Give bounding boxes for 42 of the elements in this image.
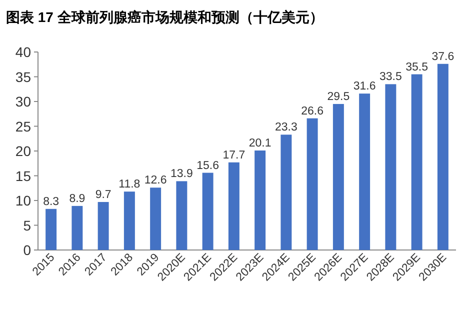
bar xyxy=(306,118,318,250)
bar xyxy=(332,104,344,250)
data-label: 15.6 xyxy=(196,160,220,172)
data-label: 8.9 xyxy=(69,192,86,205)
data-label: 12.6 xyxy=(144,174,167,187)
bar xyxy=(72,206,83,250)
bar xyxy=(228,162,240,250)
bar xyxy=(254,150,266,250)
data-label: 20.1 xyxy=(248,138,272,150)
bar xyxy=(98,202,109,250)
data-label: 13.9 xyxy=(170,168,193,180)
data-label: 37.6 xyxy=(432,50,454,63)
bar xyxy=(280,134,292,250)
bar xyxy=(46,208,57,250)
bar xyxy=(437,64,448,250)
bar xyxy=(124,192,135,250)
y-tick-label: 5 xyxy=(23,217,32,234)
bar xyxy=(359,94,370,250)
data-label: 17.7 xyxy=(222,149,246,162)
data-label: 26.6 xyxy=(301,105,324,118)
data-label: 29.5 xyxy=(327,90,350,103)
chart-title: 图表 17 全球前列腺癌市场规模和预测（十亿美元） xyxy=(6,9,324,25)
y-tick-label: 25 xyxy=(15,118,32,134)
y-tick-label: 15 xyxy=(15,168,32,184)
data-label: 23.3 xyxy=(274,122,298,134)
data-label: 31.6 xyxy=(353,80,376,93)
bar xyxy=(385,84,396,250)
data-label: 11.8 xyxy=(118,178,140,191)
data-label: 33.5 xyxy=(379,71,402,84)
bar xyxy=(202,172,214,250)
y-tick-label: 30 xyxy=(15,94,32,110)
bar xyxy=(150,188,162,250)
bar xyxy=(411,74,422,250)
y-tick-label: 20 xyxy=(15,143,32,159)
y-tick-label: 40 xyxy=(15,44,32,60)
bar xyxy=(176,181,188,250)
data-label: 35.5 xyxy=(406,61,428,74)
data-label: 9.7 xyxy=(95,188,112,201)
y-tick-label: 0 xyxy=(23,242,32,258)
y-tick-label: 10 xyxy=(15,192,32,208)
y-tick-label: 35 xyxy=(15,68,32,85)
data-label: 8.3 xyxy=(43,196,60,208)
